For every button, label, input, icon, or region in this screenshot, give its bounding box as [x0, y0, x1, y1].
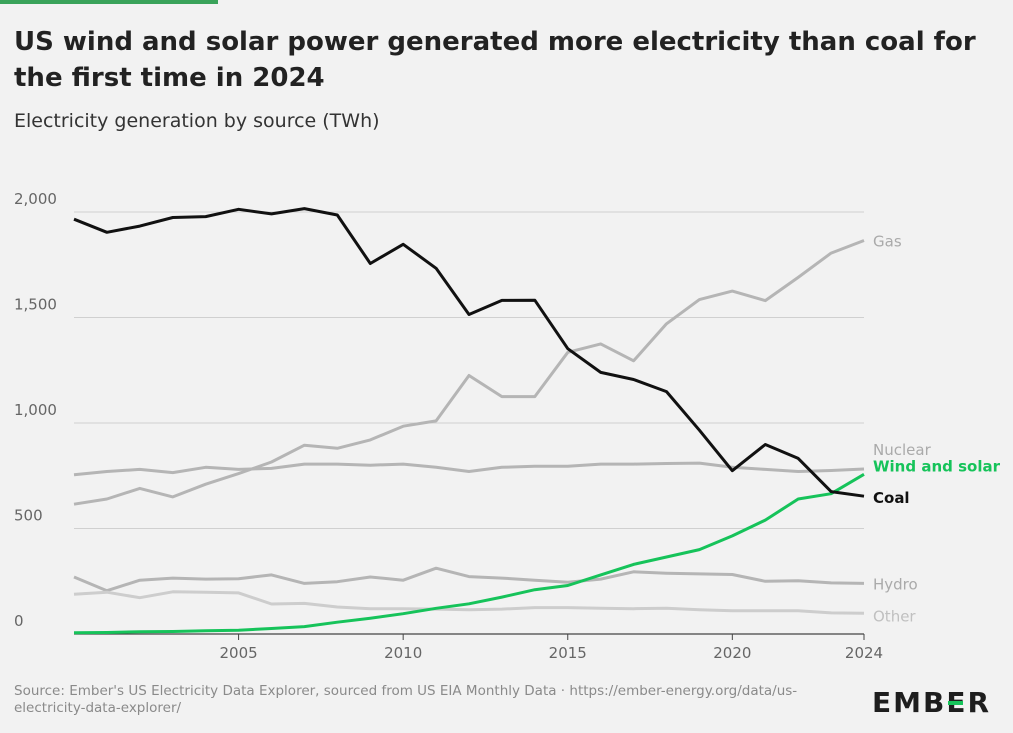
y-tick-label: 1,000 [14, 401, 57, 419]
series-label-hydro: Hydro [873, 575, 918, 593]
top-accent-bar [0, 0, 218, 4]
series-label-nuclear: Nuclear [873, 441, 932, 459]
ember-logo: EMBER [872, 686, 992, 719]
chart-title: US wind and solar power generated more e… [14, 27, 976, 93]
series-label-other: Other [873, 607, 916, 625]
series-label-wind_solar: Wind and solar [873, 457, 1001, 475]
y-tick-label: 1,500 [14, 296, 57, 314]
series-labels: Gas Nuclear Hydro Other Wind and solar Coal [873, 232, 1001, 625]
series-line-coal [73, 207, 865, 498]
series-line-hydro [73, 566, 865, 593]
x-tick-label: 2010 [384, 644, 422, 662]
series-label-gas: Gas [873, 232, 902, 250]
series-label-coal: Coal [873, 489, 910, 507]
series-line-nuclear [73, 461, 865, 477]
x-tick-label: 2015 [549, 644, 587, 662]
source-note: Source: Ember's US Electricity Data Expl… [14, 683, 798, 716]
series-lines [73, 207, 865, 635]
x-tick-label: 2024 [845, 644, 883, 662]
x-tick-label: 2005 [219, 644, 257, 662]
chart-subtitle: Electricity generation by source (TWh) [14, 110, 380, 132]
x-tick-label: 2020 [713, 644, 751, 662]
y-tick-label: 0 [14, 612, 24, 630]
y-tick-label: 500 [14, 507, 43, 525]
series-line-gas [73, 239, 865, 506]
series-line-wind_solar [73, 473, 865, 635]
axis-labels: 0 500 1,000 1,500 2,000 2005 2010 2015 2020 2024 [14, 190, 883, 662]
y-tick-label: 2,000 [14, 190, 57, 208]
series-line-other [73, 590, 865, 615]
gridlines [74, 211, 864, 635]
